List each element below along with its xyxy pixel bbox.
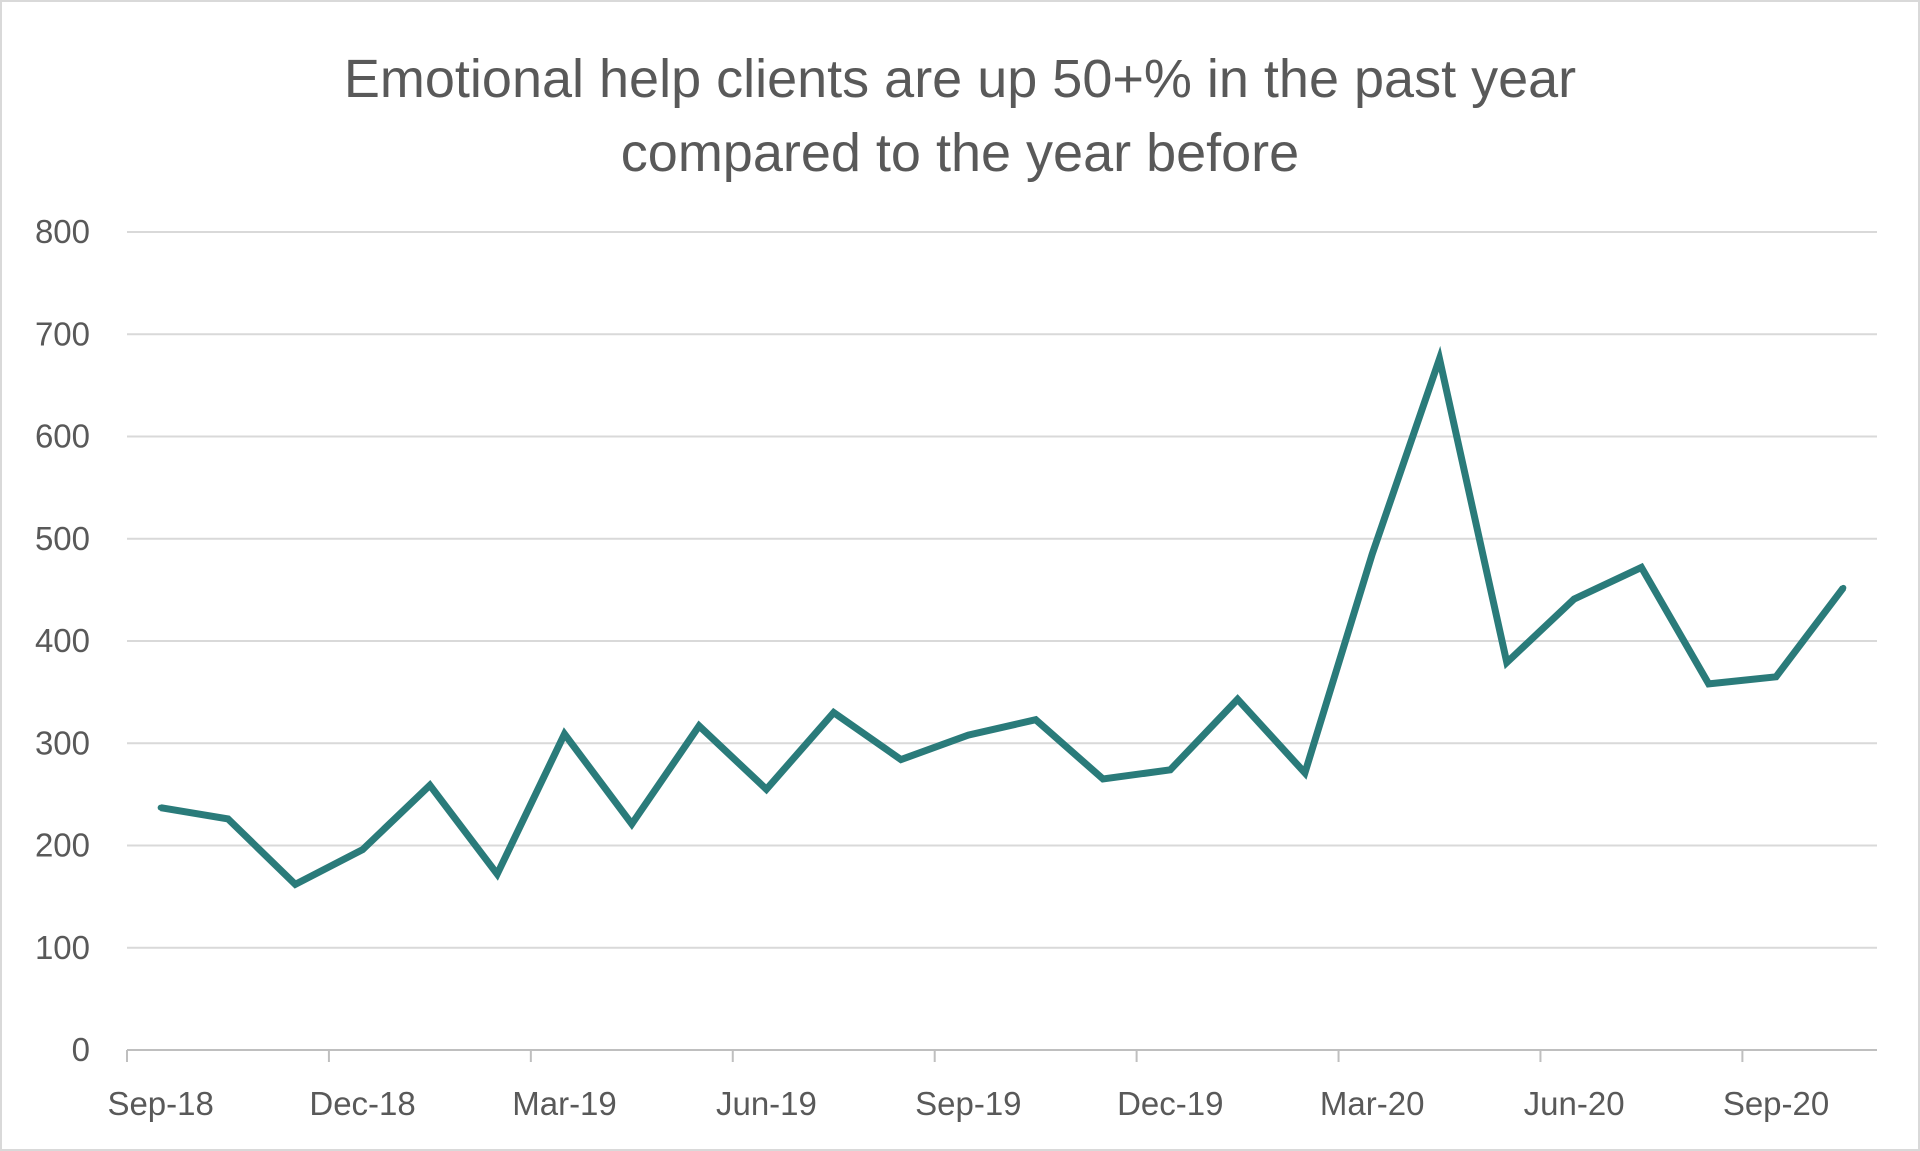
data-point <box>561 731 568 738</box>
data-point <box>1234 696 1241 703</box>
data-point <box>1167 766 1174 773</box>
data-point <box>224 815 231 822</box>
series-line <box>160 345 1847 889</box>
data-point <box>898 756 905 763</box>
x-tick-label: Dec-19 <box>1117 1085 1223 1122</box>
x-axis <box>126 1049 1877 1062</box>
y-tick-label: 300 <box>35 724 90 761</box>
chart-title-line-1: Emotional help clients are up 50+% in th… <box>343 49 1577 109</box>
data-point <box>1705 680 1712 687</box>
x-tick-label: Mar-20 <box>1320 1085 1425 1122</box>
chart-title-line-2: compared to the year before <box>620 123 1300 183</box>
y-tick-label: 100 <box>35 929 90 966</box>
chart-title: Emotional help clients are up 50+% in th… <box>2 42 1918 190</box>
data-point <box>1503 659 1510 666</box>
y-tick-label: 600 <box>35 418 90 455</box>
data-point <box>426 782 433 789</box>
x-tick-label: Dec-18 <box>309 1085 415 1122</box>
y-axis-tick-labels: 0 100 200 300 400 500 600 700 800 <box>35 213 90 1068</box>
gridlines <box>127 231 1877 949</box>
data-point <box>292 881 299 888</box>
y-tick-label: 800 <box>35 213 90 250</box>
data-point <box>1638 564 1645 571</box>
data-point <box>157 804 164 811</box>
y-tick-label: 500 <box>35 520 90 557</box>
x-tick-label: Sep-18 <box>107 1085 213 1122</box>
data-point <box>1773 673 1780 680</box>
x-tick-label: Sep-19 <box>915 1085 1021 1122</box>
data-point <box>1032 716 1039 723</box>
data-point <box>1571 596 1578 603</box>
data-point <box>359 846 366 853</box>
data-point <box>763 786 770 793</box>
data-point <box>494 871 501 878</box>
x-axis-tick-labels: Sep-18 Dec-18 Mar-19 Jun-19 Sep-19 Dec-19 Mar-… <box>107 1085 1829 1122</box>
data-point <box>1369 551 1376 558</box>
data-point <box>696 722 703 729</box>
y-tick-label: 700 <box>35 315 90 352</box>
y-tick-label: 0 <box>72 1031 90 1068</box>
data-point <box>1436 355 1443 362</box>
x-tick-label: Mar-19 <box>512 1085 617 1122</box>
x-tick-label: Jun-19 <box>716 1085 817 1122</box>
data-point <box>830 709 837 716</box>
data-point <box>628 821 635 828</box>
data-point <box>1099 776 1106 783</box>
series-layer <box>157 345 1847 889</box>
x-tick-label: Jun-20 <box>1524 1085 1625 1122</box>
y-tick-label: 400 <box>35 622 90 659</box>
data-point <box>1301 769 1308 776</box>
data-point <box>1840 584 1847 591</box>
data-point <box>965 732 972 739</box>
y-tick-label: 200 <box>35 827 90 864</box>
x-tick-label: Sep-20 <box>1723 1085 1829 1122</box>
